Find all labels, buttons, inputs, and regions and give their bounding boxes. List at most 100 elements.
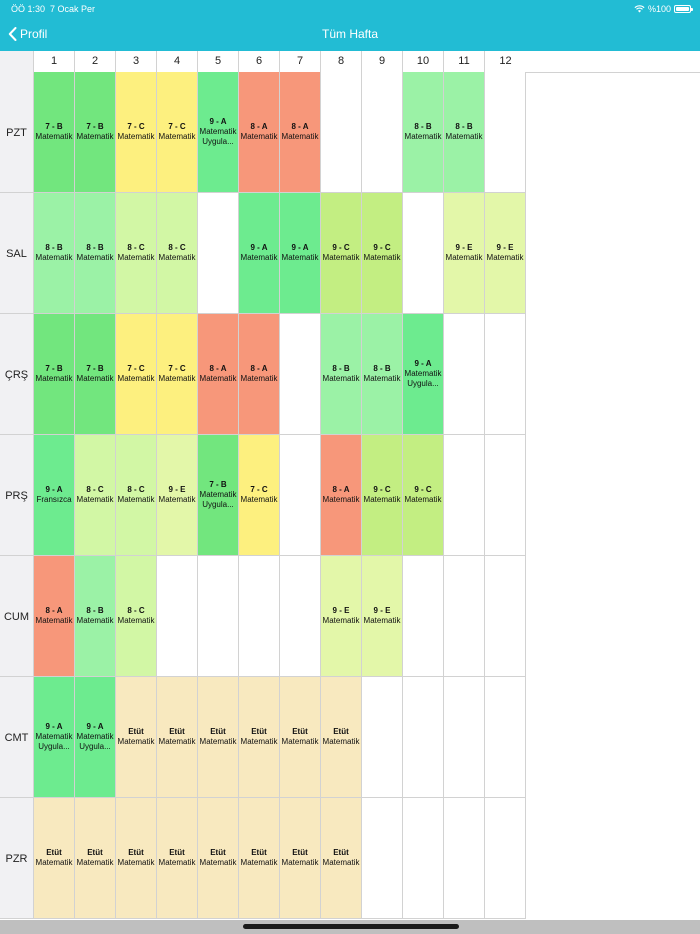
schedule-cell[interactable]: 7 - B Matematik [33,72,74,193]
cell-class-label: 8 - B [45,243,63,252]
schedule-cell[interactable] [320,72,361,193]
schedule-cell[interactable]: 7 - C Matematik [115,314,156,435]
cell-class-label: 9 - E [496,243,514,252]
schedule-cell[interactable]: 7 - B Matematik [74,314,115,435]
schedule-cell[interactable]: 9 - C Matematik [320,193,361,314]
day-separator [0,192,33,193]
column-header-3: 3 [115,51,156,72]
schedule-cell[interactable]: 9 - E Matematik [156,435,197,556]
cell-subject-label: Matematik [281,253,319,262]
back-button[interactable]: Profil [8,24,47,44]
schedule-cell[interactable]: Etüt Matematik [320,798,361,919]
schedule-cell[interactable]: Etüt Matematik [115,677,156,798]
schedule-cell[interactable]: Etüt Matematik [33,798,74,919]
schedule-cell[interactable]: 8 - A Matematik [33,556,74,677]
schedule-cell[interactable]: 9 - E Matematik [320,556,361,677]
schedule-cell[interactable] [443,435,484,556]
schedule-cell[interactable] [156,556,197,677]
schedule-cell[interactable]: 8 - B Matematik [74,556,115,677]
home-indicator[interactable] [243,924,459,929]
schedule-cell[interactable]: 7 - B Matematik [74,72,115,193]
schedule-cell[interactable] [402,798,443,919]
schedule-cell[interactable] [402,193,443,314]
schedule-cell[interactable]: 7 - B Matematik Uygula... [197,435,238,556]
day-label-0: PZT [0,72,33,193]
schedule-cell[interactable]: 7 - C Matematik [156,314,197,435]
schedule-cell[interactable]: 9 - A Matematik Uygula... [402,314,443,435]
schedule-cell[interactable]: Etüt Matematik [197,677,238,798]
schedule-cell[interactable] [197,556,238,677]
schedule-cell[interactable]: 8 - B Matematik [361,314,402,435]
schedule-cell[interactable]: 8 - A Matematik [238,314,279,435]
schedule-cell[interactable] [484,556,526,677]
schedule-cell[interactable]: Etüt Matematik [279,798,320,919]
schedule-cell[interactable]: 7 - C Matematik [115,72,156,193]
cell-class-label: 8 - C [86,485,104,494]
schedule-cell[interactable] [484,435,526,556]
day-label-6: PZR [0,798,33,919]
schedule-cell[interactable]: 8 - C Matematik [74,435,115,556]
cell-class-label: 9 - E [455,243,473,252]
schedule-cell[interactable]: 9 - A Matematik Uygula... [74,677,115,798]
schedule-cell[interactable]: 8 - A Matematik [197,314,238,435]
schedule-cell[interactable]: Etüt Matematik [238,798,279,919]
schedule-cell[interactable] [443,798,484,919]
schedule-cell[interactable]: 8 - C Matematik [115,193,156,314]
schedule-cell[interactable]: 9 - C Matematik [361,193,402,314]
schedule-cell[interactable]: Etüt Matematik [74,798,115,919]
schedule-cell[interactable] [402,556,443,677]
schedule-cell[interactable]: 8 - B Matematik [402,72,443,193]
schedule-cell[interactable]: 7 - B Matematik [33,314,74,435]
schedule-cell[interactable]: Etüt Matematik [238,677,279,798]
cell-class-label: Etüt [210,727,226,736]
schedule-cell[interactable] [484,72,526,193]
schedule-cell[interactable]: Etüt Matematik [115,798,156,919]
schedule-cell[interactable] [361,677,402,798]
schedule-cell[interactable] [279,435,320,556]
schedule-cell[interactable]: 9 - E Matematik [443,193,484,314]
cell-subject-label: Matematik [281,858,319,867]
schedule-cell[interactable]: 9 - E Matematik [484,193,526,314]
schedule-cell[interactable] [402,677,443,798]
schedule-cell[interactable] [197,193,238,314]
schedule-cell[interactable] [484,798,526,919]
schedule-cell[interactable]: Etüt Matematik [156,798,197,919]
schedule-cell[interactable]: 8 - B Matematik [74,193,115,314]
schedule-cell[interactable]: 9 - E Matematik [361,556,402,677]
schedule-cell[interactable]: 7 - C Matematik [156,72,197,193]
schedule-cell[interactable] [279,556,320,677]
schedule-cell[interactable]: Etüt Matematik [156,677,197,798]
schedule-cell[interactable]: 9 - A Fransızca [33,435,74,556]
schedule-cell[interactable]: 9 - C Matematik [402,435,443,556]
schedule-cell[interactable]: 8 - C Matematik [115,556,156,677]
cell-class-label: 8 - A [250,364,268,373]
schedule-cell[interactable]: 9 - C Matematik [361,435,402,556]
schedule-cell[interactable]: 8 - B Matematik [33,193,74,314]
schedule-cell[interactable] [443,677,484,798]
schedule-cell[interactable]: 9 - A Matematik Uygula... [197,72,238,193]
schedule-cell[interactable] [238,556,279,677]
schedule-cell[interactable] [484,677,526,798]
schedule-cell[interactable]: 8 - A Matematik [320,435,361,556]
schedule-cell[interactable]: Etüt Matematik [197,798,238,919]
schedule-cell[interactable]: Etüt Matematik [320,677,361,798]
schedule-cell[interactable]: 7 - C Matematik [238,435,279,556]
schedule-cell[interactable]: 8 - A Matematik [279,72,320,193]
schedule-cell[interactable] [443,556,484,677]
schedule-cell[interactable]: 9 - A Matematik [238,193,279,314]
schedule-cell[interactable] [443,314,484,435]
schedule-cell[interactable]: 8 - C Matematik [115,435,156,556]
schedule-cell[interactable] [361,798,402,919]
schedule-cell[interactable]: 8 - C Matematik [156,193,197,314]
schedule-cell[interactable]: 9 - A Matematik [279,193,320,314]
schedule-cell[interactable] [484,314,526,435]
cell-subject-label: Matematik [76,132,114,141]
cell-subject-label: Matematik [363,374,401,383]
schedule-cell[interactable] [361,72,402,193]
schedule-cell[interactable]: 8 - B Matematik [443,72,484,193]
schedule-cell[interactable]: 8 - A Matematik [238,72,279,193]
schedule-cell[interactable]: Etüt Matematik [279,677,320,798]
schedule-cell[interactable] [279,314,320,435]
schedule-cell[interactable]: 8 - B Matematik [320,314,361,435]
schedule-cell[interactable]: 9 - A Matematik Uygula... [33,677,74,798]
